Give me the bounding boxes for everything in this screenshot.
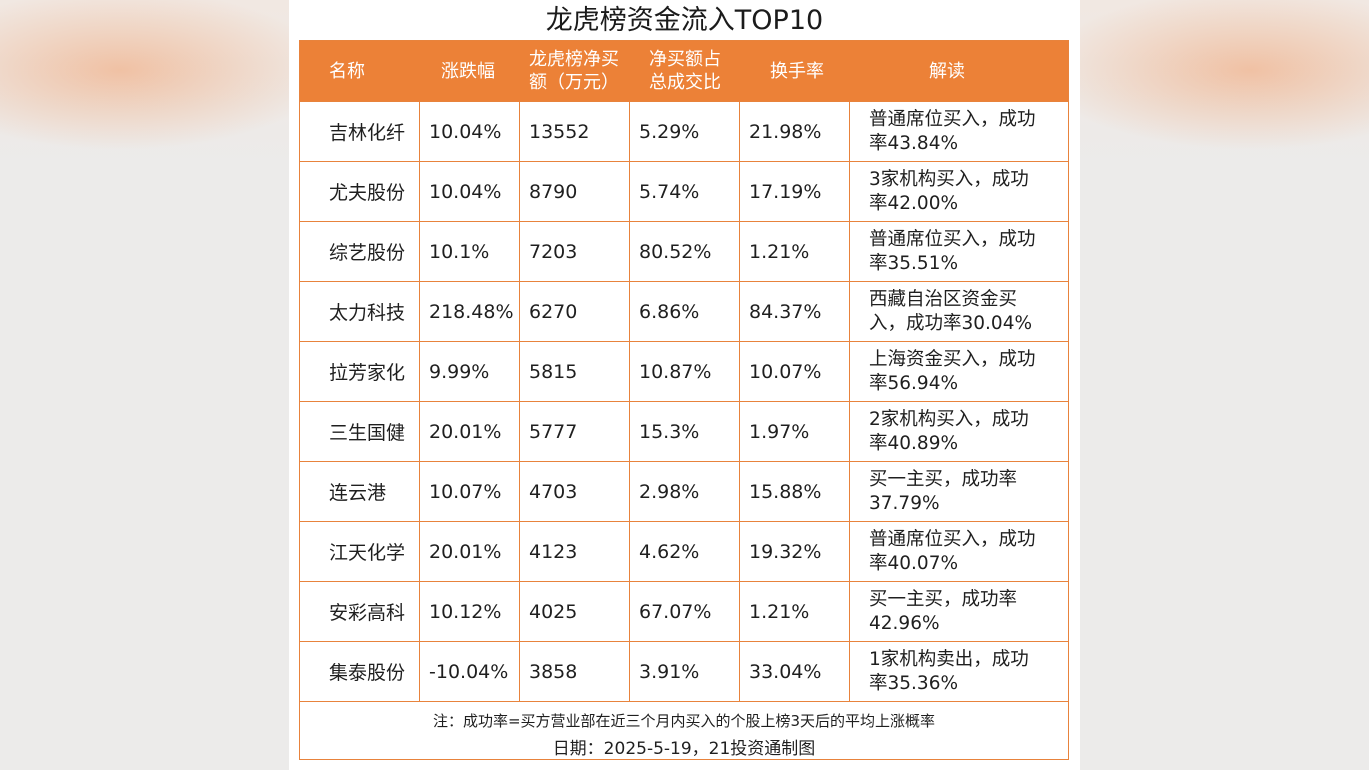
cell-name: 集泰股份 — [329, 662, 406, 684]
cell-turnover: 15.88% — [739, 462, 849, 521]
cell-change: 10.04% — [419, 162, 519, 221]
table-row: 连云港 10.07% 4703 2.98% 15.88% 买一主买，成功率37.79% — [300, 461, 1068, 521]
header-note: 解读 — [929, 60, 965, 82]
cell-note: 1家机构卖出，成功率35.36% — [849, 642, 1068, 701]
table-row: 太力科技 218.48% 6270 6.86% 84.37% 西藏自治区资金买入，成功率3… — [300, 281, 1068, 341]
cell-note: 上海资金买入，成功率56.94% — [849, 342, 1068, 401]
cell-change: 20.01% — [419, 522, 519, 581]
page-title: 龙虎榜资金流入TOP10 — [545, 5, 824, 36]
cell-change: 10.12% — [419, 582, 519, 641]
cell-turnover: 19.32% — [739, 522, 849, 581]
cell-turnover: 1.21% — [739, 582, 849, 641]
table-row: 尤夫股份 10.04% 8790 5.74% 17.19% 3家机构买入，成功率42.00… — [300, 161, 1068, 221]
cell-net-buy: 8790 — [519, 162, 629, 221]
table-row: 江天化学 20.01% 4123 4.62% 19.32% 普通席位买入，成功率40.07… — [300, 521, 1068, 581]
table-row: 综艺股份 10.1% 7203 80.52% 1.21% 普通席位买入，成功率35.51% — [300, 221, 1068, 281]
cell-name: 综艺股份 — [329, 242, 406, 264]
cell-note: 买一主买，成功率37.79% — [849, 462, 1068, 521]
header-change: 涨跌幅 — [441, 60, 495, 82]
cell-net-buy: 4703 — [519, 462, 629, 521]
cell-change: 10.1% — [419, 222, 519, 281]
cell-ratio: 2.98% — [629, 462, 739, 521]
cell-net-buy: 4025 — [519, 582, 629, 641]
cell-name: 连云港 — [329, 482, 387, 504]
header-ratio: 净买额占总成交比 — [649, 49, 721, 93]
cell-net-buy: 13552 — [519, 102, 629, 161]
table-row: 集泰股份 -10.04% 3858 3.91% 33.04% 1家机构卖出，成功率35.3… — [300, 641, 1068, 701]
cell-ratio: 67.07% — [629, 582, 739, 641]
cell-net-buy: 3858 — [519, 642, 629, 701]
cell-note: 西藏自治区资金买入，成功率30.04% — [849, 282, 1068, 341]
cell-name: 吉林化纤 — [329, 122, 406, 144]
cell-change: 10.07% — [419, 462, 519, 521]
cell-change: 218.48% — [419, 282, 519, 341]
cell-turnover: 84.37% — [739, 282, 849, 341]
cell-ratio: 5.74% — [629, 162, 739, 221]
table-footer: 注：成功率=买方营业部在近三个月内买入的个股上榜3天后的平均上涨概率 日期：20… — [300, 701, 1068, 759]
cell-name: 安彩高科 — [329, 602, 406, 624]
cell-turnover: 10.07% — [739, 342, 849, 401]
cell-change: 9.99% — [419, 342, 519, 401]
cell-net-buy: 6270 — [519, 282, 629, 341]
table-row: 三生国健 20.01% 5777 15.3% 1.97% 2家机构买入，成功率40.89% — [300, 401, 1068, 461]
cell-ratio: 6.86% — [629, 282, 739, 341]
cell-net-buy: 5815 — [519, 342, 629, 401]
cell-change: 10.04% — [419, 102, 519, 161]
cell-name: 尤夫股份 — [329, 182, 406, 204]
cell-turnover: 17.19% — [739, 162, 849, 221]
cell-ratio: 4.62% — [629, 522, 739, 581]
cell-name: 江天化学 — [329, 542, 406, 564]
cell-change: -10.04% — [419, 642, 519, 701]
cell-ratio: 10.87% — [629, 342, 739, 401]
cell-note: 普通席位买入，成功率43.84% — [849, 102, 1068, 161]
cell-turnover: 21.98% — [739, 102, 849, 161]
cell-name: 拉芳家化 — [329, 362, 406, 384]
cell-name: 太力科技 — [329, 302, 406, 324]
cell-note: 2家机构买入，成功率40.89% — [849, 402, 1068, 461]
cell-ratio: 15.3% — [629, 402, 739, 461]
cell-net-buy: 5777 — [519, 402, 629, 461]
header-net-buy: 龙虎榜净买额（万元） — [529, 49, 619, 93]
data-table: 名称 涨跌幅 龙虎榜净买额（万元） 净买额占总成交比 换手率 解读 吉林化纤 10… — [299, 40, 1069, 760]
date-line: 日期：2025-5-19，21投资通制图 — [552, 739, 816, 759]
cell-ratio: 80.52% — [629, 222, 739, 281]
footnote: 注：成功率=买方营业部在近三个月内买入的个股上榜3天后的平均上涨概率 — [432, 712, 936, 730]
cell-note: 普通席位买入，成功率35.51% — [849, 222, 1068, 281]
cell-net-buy: 7203 — [519, 222, 629, 281]
cell-change: 20.01% — [419, 402, 519, 461]
cell-note: 买一主买，成功率42.96% — [849, 582, 1068, 641]
header-turnover: 换手率 — [770, 60, 824, 82]
table-card: 龙虎榜资金流入TOP10 名称 涨跌幅 龙虎榜净买额（万元） 净买额占总成交比 … — [289, 0, 1080, 770]
cell-turnover: 33.04% — [739, 642, 849, 701]
table-header: 名称 涨跌幅 龙虎榜净买额（万元） 净买额占总成交比 换手率 解读 — [300, 41, 1068, 101]
cell-ratio: 3.91% — [629, 642, 739, 701]
cell-ratio: 5.29% — [629, 102, 739, 161]
table-row: 拉芳家化 9.99% 5815 10.87% 10.07% 上海资金买入，成功率56.94… — [300, 341, 1068, 401]
table-row: 安彩高科 10.12% 4025 67.07% 1.21% 买一主买，成功率42.96% — [300, 581, 1068, 641]
cell-turnover: 1.97% — [739, 402, 849, 461]
cell-note: 3家机构买入，成功率42.00% — [849, 162, 1068, 221]
header-name: 名称 — [329, 60, 365, 82]
cell-name: 三生国健 — [329, 422, 406, 444]
cell-turnover: 1.21% — [739, 222, 849, 281]
table-row: 吉林化纤 10.04% 13552 5.29% 21.98% 普通席位买入，成功率43.8… — [300, 101, 1068, 161]
cell-net-buy: 4123 — [519, 522, 629, 581]
cell-note: 普通席位买入，成功率40.07% — [849, 522, 1068, 581]
